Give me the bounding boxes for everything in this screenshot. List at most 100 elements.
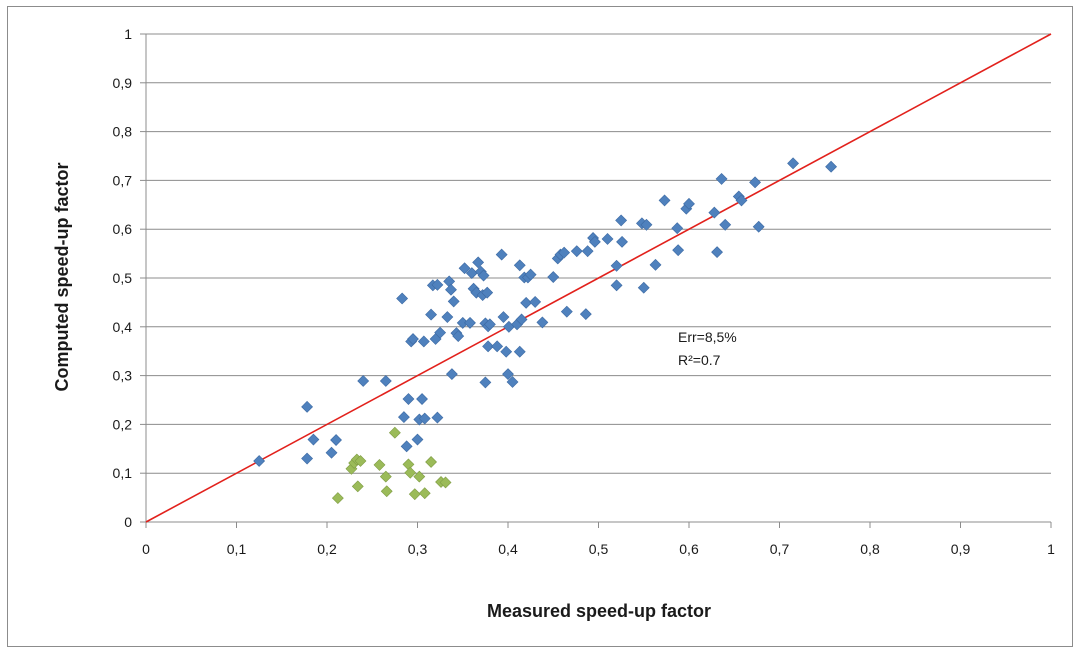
data-point-green (425, 456, 437, 468)
data-point-blue (610, 259, 623, 272)
data-point-blue (513, 345, 526, 358)
data-point-blue (491, 340, 504, 353)
data-point-blue (719, 218, 732, 231)
data-point-blue (477, 269, 490, 282)
data-point-blue (481, 286, 494, 299)
data-point-blue (411, 433, 424, 446)
data-point-blue (301, 452, 314, 465)
chart-frame: 0 0,1 0,2 0,3 0,4 0,5 0,6 0,7 0,8 0,9 1 0 0,1 0,2 0,3 0… (7, 6, 1073, 647)
data-point-green (413, 470, 426, 483)
x-tick-label: 0 (142, 541, 150, 557)
data-point-blue (301, 400, 314, 413)
data-point-blue (495, 248, 508, 261)
data-point-green (418, 487, 431, 500)
data-point-blue (483, 318, 496, 331)
data-point-blue (649, 258, 662, 271)
annotation-r2: R²=0.7 (678, 352, 721, 368)
y-tick-label: 0,1 (113, 465, 133, 481)
data-point-green (380, 485, 393, 498)
data-point-green (354, 455, 367, 467)
data-point-blue (615, 214, 628, 227)
data-point-blue (458, 262, 471, 275)
data-point-blue (253, 455, 266, 467)
x-tick-label: 0,8 (860, 541, 880, 557)
data-points (253, 157, 838, 505)
data-point-green (331, 492, 344, 505)
data-point-blue (445, 368, 458, 381)
data-point-blue (579, 308, 592, 321)
data-point-blue (506, 376, 519, 388)
data-point-blue (683, 197, 695, 210)
x-tick-label: 0,1 (227, 541, 247, 557)
data-point-blue (464, 316, 476, 329)
y-tick-label: 0,4 (113, 319, 133, 335)
data-point-blue (416, 393, 428, 405)
annotation-err: Err=8,5% (678, 329, 737, 345)
scatter-chart: 0 0,1 0,2 0,3 0,4 0,5 0,6 0,7 0,8 0,9 1 0 0,1 0,2 0,3 0… (52, 26, 1055, 621)
data-point-blue (357, 375, 370, 387)
x-tick-label: 0,5 (589, 541, 609, 557)
data-point-blue (515, 313, 528, 326)
y-tick-label: 0,6 (113, 221, 133, 237)
data-point-blue (472, 256, 485, 269)
x-tick-label: 0,3 (408, 541, 428, 557)
data-point-blue (524, 268, 537, 281)
data-point-blue (708, 206, 721, 219)
y-tick-label: 0,7 (113, 172, 133, 188)
data-point-blue (547, 271, 560, 283)
data-point-blue (529, 295, 542, 308)
data-point-blue (396, 292, 409, 305)
y-tick-label: 0 (124, 514, 132, 530)
data-point-blue (452, 330, 465, 342)
y-tick-label: 0,3 (113, 368, 133, 384)
data-point-blue (640, 218, 653, 231)
data-point-blue (588, 235, 601, 248)
data-point-blue (425, 308, 437, 321)
data-point-blue (735, 194, 748, 207)
data-point-green (402, 458, 415, 471)
data-point-blue (711, 246, 723, 259)
data-point-blue (497, 311, 510, 323)
data-point-blue (379, 375, 392, 387)
data-point-blue (671, 222, 684, 235)
data-point-blue (434, 326, 447, 339)
data-point-blue (570, 245, 583, 258)
data-point-blue (479, 376, 492, 389)
data-point-blue (407, 333, 419, 345)
data-point-blue (825, 160, 838, 173)
data-point-blue (560, 305, 573, 318)
data-point-blue (752, 220, 765, 233)
data-point-blue (307, 433, 320, 446)
x-tick-label: 0,2 (317, 541, 337, 557)
data-point-blue (441, 311, 454, 323)
data-point-blue (431, 411, 444, 424)
data-point-blue (502, 368, 514, 381)
data-point-blue (715, 173, 728, 185)
data-point-blue (658, 194, 671, 207)
y-tick-label: 0,8 (113, 124, 133, 140)
data-point-blue (325, 446, 338, 459)
data-point-blue (601, 233, 614, 245)
data-point-green (388, 426, 401, 439)
data-point-blue (513, 259, 526, 272)
data-point-blue (431, 278, 444, 291)
data-point-blue (536, 316, 549, 329)
data-point-blue (402, 393, 415, 405)
data-point-blue (610, 279, 623, 292)
data-point-blue (482, 340, 495, 353)
gridlines (146, 33, 1051, 474)
y-tick-label: 0,9 (113, 75, 133, 91)
y-tick-label: 0,2 (113, 416, 133, 432)
data-point-blue (445, 283, 457, 296)
data-point-blue (398, 411, 410, 424)
x-tick-label: 0,7 (770, 541, 790, 557)
data-point-blue (330, 434, 342, 446)
data-point-blue (418, 412, 431, 425)
data-point-blue (417, 335, 430, 348)
data-point-blue (672, 244, 685, 257)
data-point-blue (637, 281, 650, 294)
data-point-blue (520, 296, 533, 309)
data-point-blue (787, 157, 799, 170)
data-point-green (404, 466, 417, 479)
data-point-green (408, 488, 421, 501)
